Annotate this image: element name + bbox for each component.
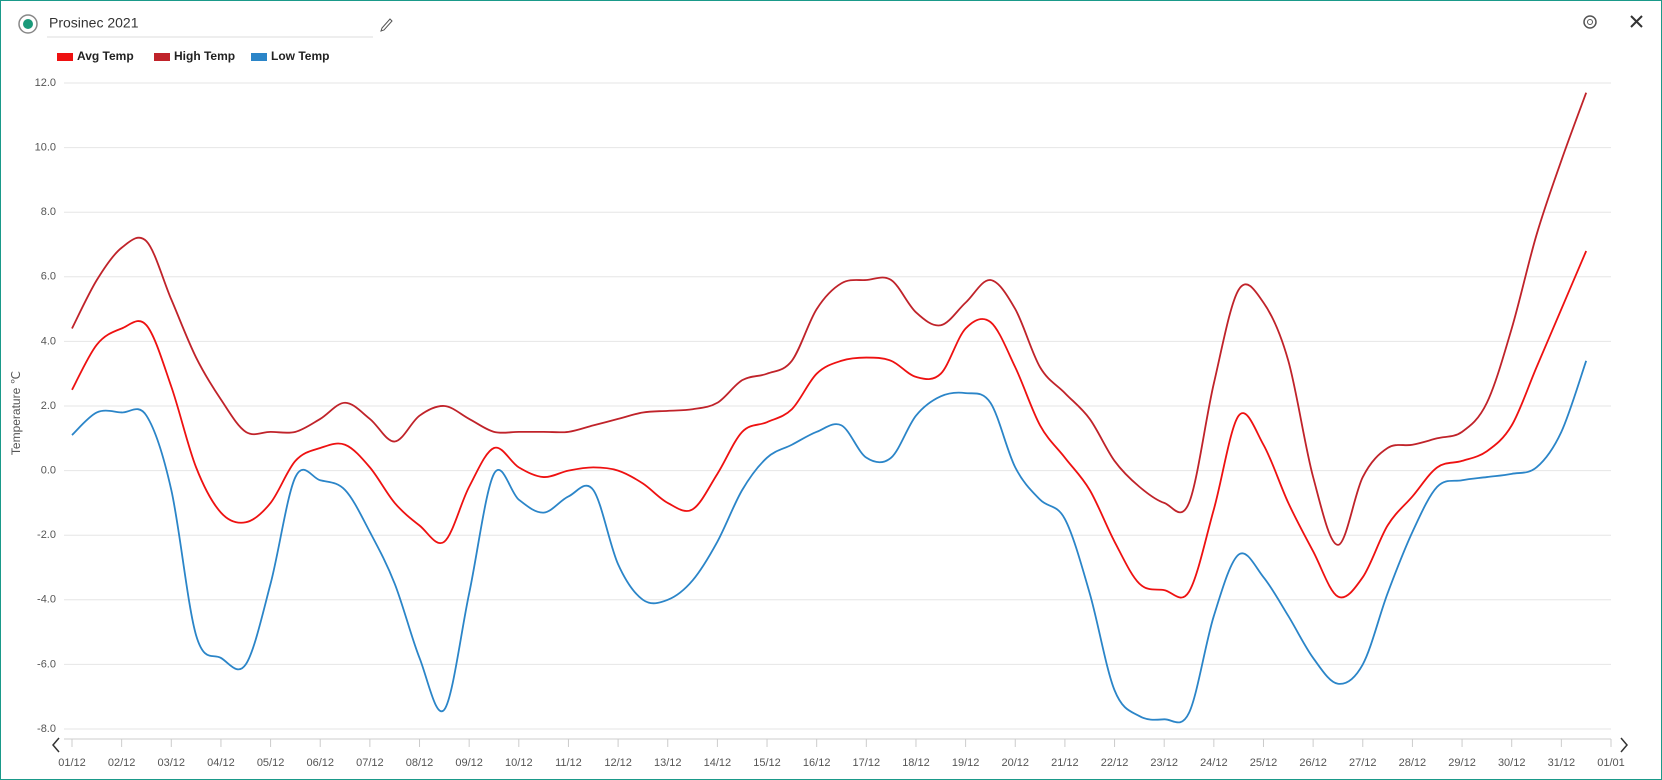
y-axis-label: Temperature ℃ [9,371,23,455]
status-dot [23,19,33,29]
y-tick-label: 8.0 [41,206,56,218]
x-tick-label: 23/12 [1150,757,1178,769]
prev-arrow[interactable] [52,737,60,753]
x-tick-label: 18/12 [902,757,930,769]
x-tick-label: 12/12 [604,757,632,769]
x-tick-label: 06/12 [306,757,334,769]
legend-label: Avg Temp [77,49,134,63]
x-tick-label: 14/12 [704,757,732,769]
y-tick-label: -2.0 [37,529,56,541]
x-tick-label: 21/12 [1051,757,1079,769]
close-icon[interactable] [1630,15,1643,28]
y-tick-label: -6.0 [37,658,56,670]
x-tick-label: 27/12 [1349,757,1377,769]
y-tick-label: 0.0 [41,465,56,477]
y-tick-label: -8.0 [37,723,56,735]
x-tick-label: 04/12 [207,757,235,769]
x-tick-label: 17/12 [853,757,881,769]
y-tick-label: -4.0 [37,594,56,606]
x-tick-label: 01/12 [58,757,86,769]
series-line [71,360,1588,724]
x-tick-label: 03/12 [158,757,186,769]
y-tick-label: 2.0 [41,400,56,412]
x-tick-label: 05/12 [257,757,285,769]
settings-icon[interactable] [1583,15,1597,29]
x-tick-label: 19/12 [952,757,980,769]
x-tick-label: 28/12 [1399,757,1427,769]
legend-swatch [154,53,170,61]
x-tick-label: 22/12 [1101,757,1129,769]
widget-title[interactable]: Prosinec 2021 [49,15,139,31]
legend-label: Low Temp [271,49,329,63]
x-tick-label: 02/12 [108,757,136,769]
legend-swatch [251,53,267,61]
y-tick-label: 6.0 [41,271,56,283]
x-tick-label: 08/12 [406,757,434,769]
x-tick-label: 24/12 [1200,757,1228,769]
x-tick-label: 11/12 [555,757,582,769]
x-tick-label: 01/01 [1597,757,1625,769]
x-tick-label: 13/12 [654,757,682,769]
x-tick-label: 29/12 [1448,757,1476,769]
x-tick-label: 31/12 [1548,757,1576,769]
y-tick-label: 12.0 [35,77,56,89]
x-tick-label: 30/12 [1498,757,1526,769]
y-tick-label: 10.0 [35,142,56,154]
x-tick-label: 10/12 [505,757,533,769]
x-tick-label: 09/12 [455,757,483,769]
legend-label: High Temp [174,49,235,63]
x-tick-label: 16/12 [803,757,831,769]
x-tick-label: 25/12 [1250,757,1278,769]
series-line [71,92,1588,546]
y-tick-label: 4.0 [41,335,56,347]
series-line [71,250,1588,599]
next-arrow[interactable] [1620,737,1628,753]
edit-icon[interactable] [380,18,393,32]
x-tick-label: 20/12 [1001,757,1029,769]
x-tick-label: 26/12 [1299,757,1327,769]
legend-swatch [57,53,73,61]
x-tick-label: 15/12 [753,757,781,769]
x-tick-label: 07/12 [356,757,384,769]
